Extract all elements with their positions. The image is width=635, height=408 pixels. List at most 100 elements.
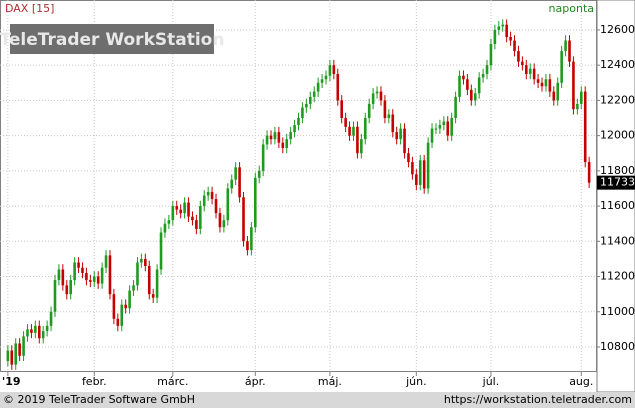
candle-body xyxy=(140,258,143,263)
y-tick-label: 11200 xyxy=(600,270,635,283)
candle-body xyxy=(403,128,406,154)
candle-body xyxy=(77,262,80,268)
candle-body xyxy=(352,126,355,136)
candle-body xyxy=(144,258,147,266)
candle-body xyxy=(411,162,414,175)
candle-body xyxy=(324,75,328,80)
candle-body xyxy=(450,118,453,136)
candle-body xyxy=(92,276,96,282)
candle-body xyxy=(226,188,230,221)
x-tick-label: jún. xyxy=(405,375,427,388)
candle-body xyxy=(544,79,548,87)
y-tick-label: 12600 xyxy=(600,23,635,36)
candle-body xyxy=(100,267,104,284)
candle-body xyxy=(277,132,281,143)
x-tick-label: júl. xyxy=(482,375,500,388)
candle-body xyxy=(552,91,556,101)
candle-body xyxy=(418,160,422,185)
candle-body xyxy=(136,262,139,286)
candle-body xyxy=(497,26,501,30)
candle-body xyxy=(26,329,29,337)
candle-body xyxy=(171,206,175,221)
labels: 10800 11000 11200 11400 11600 11800 12000 12200… xyxy=(2,23,635,388)
candle-body xyxy=(422,160,426,189)
candle-body xyxy=(485,65,489,74)
candle-body xyxy=(108,255,112,295)
candle-body xyxy=(65,285,69,295)
candle-body xyxy=(395,132,398,140)
candle-body xyxy=(285,139,289,148)
candle-body xyxy=(340,100,344,119)
candle-body xyxy=(501,24,505,27)
candle-body xyxy=(415,174,418,185)
candle-body xyxy=(493,29,497,45)
y-tick-label: 11800 xyxy=(600,164,635,177)
candle-body xyxy=(391,114,395,133)
candle-body xyxy=(163,223,167,233)
x-tick-label: márc. xyxy=(157,375,188,388)
candle-body xyxy=(69,280,72,295)
candle-body xyxy=(513,40,516,52)
candle-body xyxy=(159,232,163,270)
candle-body xyxy=(336,73,340,101)
y-tick-label: 12200 xyxy=(600,93,635,106)
candle-body xyxy=(320,79,324,83)
candle-body xyxy=(49,311,53,326)
watermark-box xyxy=(10,24,214,54)
y-tick-label: 11000 xyxy=(600,305,635,318)
candle-body xyxy=(442,121,446,126)
candle-body xyxy=(214,199,218,214)
candle-body xyxy=(195,220,198,229)
last-price: 11733 xyxy=(600,176,635,189)
candle-body xyxy=(147,265,151,295)
candle-body xyxy=(470,89,473,101)
y-tick-label: 11400 xyxy=(600,234,635,247)
candle-body xyxy=(379,91,383,101)
y-tick-label: 10800 xyxy=(600,340,635,353)
candle-body xyxy=(57,269,61,281)
candle-body xyxy=(462,75,465,80)
candle-body xyxy=(568,40,571,62)
candle-body xyxy=(45,325,49,332)
candle-body xyxy=(583,91,587,163)
candle-body xyxy=(477,77,481,94)
candle-body xyxy=(73,262,76,281)
candle-body xyxy=(505,24,508,37)
candle-body xyxy=(458,75,461,97)
candle-body xyxy=(489,44,493,66)
copyright: © 2019 TeleTrader Software GmbH xyxy=(3,393,195,406)
candle-body xyxy=(316,82,320,92)
candle-body xyxy=(548,79,552,92)
candle-body xyxy=(383,100,387,119)
candle-body xyxy=(308,96,312,104)
candle-body xyxy=(360,139,363,154)
candle-body xyxy=(297,118,300,126)
candle-body xyxy=(246,241,249,251)
candle-body xyxy=(587,162,591,183)
candle-body xyxy=(81,267,84,274)
candle-body xyxy=(116,318,120,326)
candle-body xyxy=(175,206,179,210)
x-tick-label: aug. xyxy=(569,375,593,388)
candle-body xyxy=(446,121,450,136)
candles xyxy=(6,19,591,370)
candle-body xyxy=(96,276,100,284)
candle-body xyxy=(332,65,336,74)
candle-body xyxy=(367,103,371,119)
candle-body xyxy=(132,285,135,291)
candle-body xyxy=(37,325,41,339)
candle-body xyxy=(556,82,560,101)
candle-body xyxy=(560,51,563,83)
candle-body xyxy=(273,132,277,140)
last-price-box xyxy=(597,175,635,190)
candle-body xyxy=(517,51,520,62)
candle-body xyxy=(10,350,14,365)
price-axis xyxy=(596,0,635,393)
candle-body xyxy=(312,91,316,97)
candle-body xyxy=(218,213,222,228)
candle-body xyxy=(481,73,485,78)
candle-body xyxy=(53,280,57,312)
candle-body xyxy=(430,128,434,143)
x-tick-label: ápr. xyxy=(245,375,266,388)
